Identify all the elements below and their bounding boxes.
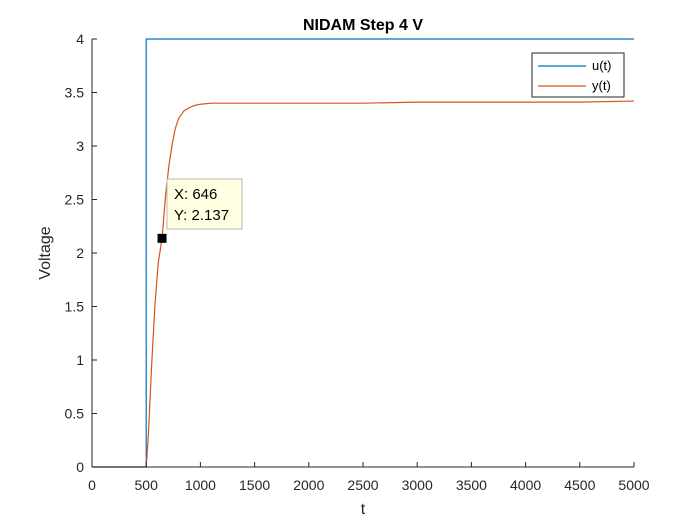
y-tick-label: 0: [76, 459, 84, 475]
y-axis-label: Voltage: [37, 226, 54, 279]
y-tick-label: 1.5: [65, 299, 85, 315]
chart-title: NIDAM Step 4 V: [303, 17, 423, 34]
legend-label-y: y(t): [592, 78, 611, 93]
x-ticks: 0 500 1000 1500 2000 2500 3000 3500 4000 4500 5000: [88, 462, 650, 493]
x-tick-label: 1000: [185, 477, 216, 493]
x-tick-label: 1500: [239, 477, 270, 493]
series-line-y: [92, 100, 635, 468]
y-tick-label: 1: [76, 352, 84, 368]
datatip-marker[interactable]: [157, 233, 167, 243]
x-tick-label: 4500: [564, 477, 595, 493]
y-ticks: 0 0.5 1 1.5 2 2.5 3 3.5 4: [65, 31, 97, 475]
x-tick-label: 4000: [510, 477, 541, 493]
y-tick-label: 2: [76, 245, 84, 261]
legend-label-u: u(t): [592, 58, 612, 73]
datatip-x-text: X: 646: [174, 186, 217, 203]
y-tick-label: 2.5: [65, 192, 85, 208]
datatip-box: [166, 178, 243, 230]
y-tick-label: 4: [76, 31, 84, 47]
x-tick-label: 0: [88, 477, 96, 493]
y-tick-label: 3.5: [65, 85, 85, 101]
legend-box: [531, 52, 625, 98]
x-axis-label: t: [361, 501, 366, 518]
x-tick-label: 5000: [618, 477, 649, 493]
x-tick-label: 2500: [347, 477, 378, 493]
y-tick-label: 0.5: [65, 406, 85, 422]
datatip[interactable]: X: 646 Y: 2.137: [157, 178, 243, 243]
legend[interactable]: u(t) y(t): [531, 52, 625, 98]
datatip-y-text: Y: 2.137: [174, 207, 229, 224]
x-tick-label: 2000: [293, 477, 324, 493]
x-tick-label: 3000: [402, 477, 433, 493]
x-tick-label: 500: [135, 477, 159, 493]
x-tick-label: 3500: [456, 477, 487, 493]
y-tick-label: 3: [76, 138, 84, 154]
plot-area: [92, 39, 634, 467]
